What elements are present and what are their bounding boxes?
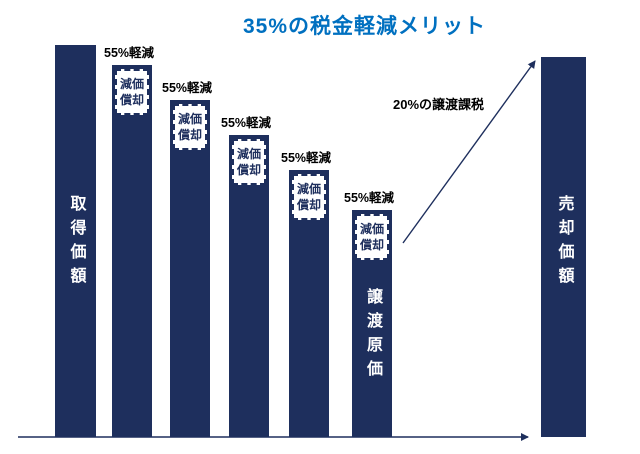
bar-label-acquisition-price: 取得価額 <box>67 195 85 291</box>
bar-label-transfer-cost: 譲渡原価 <box>364 288 381 384</box>
depreciation-box-3: 減価償却 <box>232 139 266 186</box>
transfer-tax-label: 20%の譲渡課税 <box>393 97 485 112</box>
transfer-tax-arrow <box>402 60 536 244</box>
bar-depreciation-step-3: 55%軽減 減価償却 <box>221 116 271 437</box>
bar-acquisition-price: 取得価額 <box>55 45 96 437</box>
bar-depreciation-step-1: 55%軽減 減価償却 <box>104 46 154 437</box>
reduction-label-1: 55%軽減 <box>104 46 155 60</box>
depreciation-box-2: 減価償却 <box>173 104 207 151</box>
depreciation-box-label: 減価償却 <box>177 112 202 143</box>
reduction-label-2: 55%軽減 <box>162 81 213 95</box>
bar-transfer-cost: 55%軽減 減価償却 譲渡原価 <box>344 191 394 437</box>
depreciation-box-label: 減価償却 <box>359 222 384 253</box>
bar-sale-price: 売却価額 <box>541 57 586 437</box>
reduction-label-3: 55%軽減 <box>221 116 272 130</box>
bar-depreciation-step-2: 55%軽減 減価償却 <box>162 81 212 437</box>
depreciation-box-5: 減価償却 <box>355 214 389 261</box>
depreciation-box-label: 減価償却 <box>236 147 261 178</box>
bar-label-sale-price: 売却価額 <box>555 195 573 291</box>
depreciation-box-label: 減価償却 <box>119 77 144 108</box>
depreciation-box-label: 減価償却 <box>296 182 321 213</box>
depreciation-box-1: 減価償却 <box>115 69 149 116</box>
chart-title: 35%の税金軽減メリット <box>243 15 487 38</box>
bar-depreciation-step-4: 55%軽減 減価償却 <box>281 151 331 437</box>
depreciation-box-4: 減価償却 <box>292 174 326 221</box>
reduction-label-5: 55%軽減 <box>344 191 395 205</box>
reduction-label-4: 55%軽減 <box>281 151 332 165</box>
